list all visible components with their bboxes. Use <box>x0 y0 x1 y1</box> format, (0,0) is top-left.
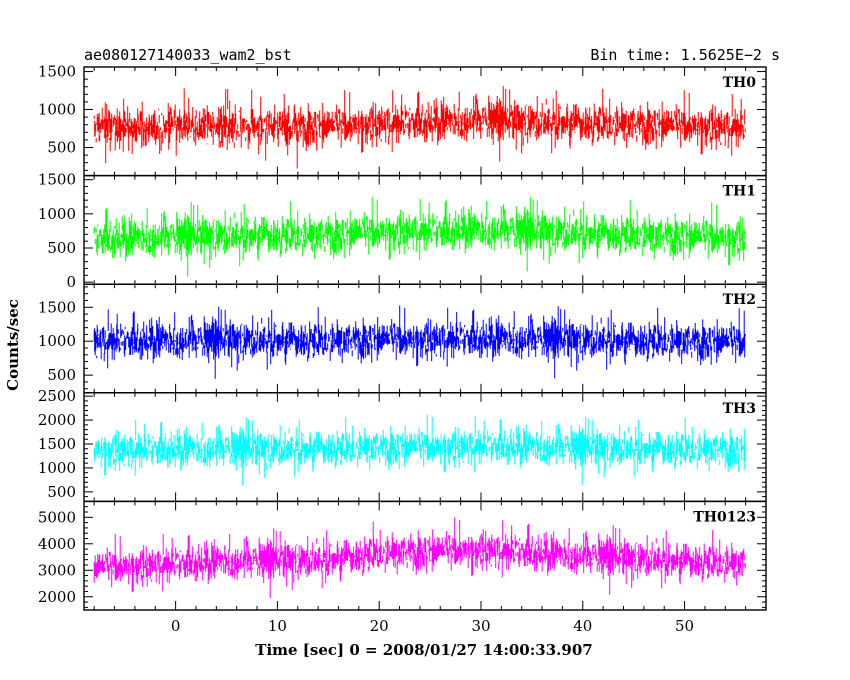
y-tick-label: 1500 <box>38 171 76 189</box>
x-tick-label: 20 <box>370 617 389 635</box>
y-tick-label: 500 <box>47 239 76 257</box>
x-axis-title: Time [sec] 0 = 2008/01/27 14:00:33.907 <box>255 641 592 659</box>
y-tick-label: 500 <box>47 139 76 157</box>
panel-frame <box>83 500 767 611</box>
panel-th0123: 2000 3000 4000 5000 TH0123 <box>38 500 767 611</box>
chart-title: ae080127140033_wam2_bst <box>84 46 292 64</box>
series-th2 <box>93 305 746 379</box>
series-th0 <box>93 86 746 169</box>
x-tick-label: 40 <box>573 617 592 635</box>
y-tick-label: 0 <box>66 273 76 291</box>
panel-label-th1: TH1 <box>723 184 756 200</box>
panel-th3: 500 1000 1500 2000 2500 TH3 <box>38 387 767 503</box>
panel-label-th0123: TH0123 <box>693 509 756 525</box>
y-tick-label: 1000 <box>38 459 76 477</box>
y-tick-label: 1000 <box>38 205 76 223</box>
x-tick-label: 50 <box>675 617 694 635</box>
bin-time-label: Bin time: 1.5625E−2 s <box>590 46 780 64</box>
y-tick-label: 3000 <box>38 561 76 579</box>
panel-label-th2: TH2 <box>723 292 756 308</box>
x-tick-label: 10 <box>268 617 287 635</box>
y-tick-label: 1500 <box>38 435 76 453</box>
panel-label-th3: TH3 <box>723 401 756 417</box>
y-axis-title: Counts/sec <box>4 299 22 391</box>
y-tick-label: 1000 <box>38 101 76 119</box>
x-tick-label: 30 <box>471 617 490 635</box>
panel-th2: 500 1000 1500 TH2 <box>38 283 767 394</box>
panels-group: 50010001500TH0050010001500TH150010001500… <box>38 63 767 635</box>
panel-th1: 0 500 1000 1500 TH1 <box>38 171 767 291</box>
y-tick-label: 5000 <box>38 508 76 526</box>
series-th1 <box>93 196 746 277</box>
panel-label-th0: TH0 <box>723 75 757 91</box>
x-tick-label: 0 <box>171 617 181 635</box>
y-tick-label: 2500 <box>38 387 76 405</box>
y-tick-label: 500 <box>47 483 76 501</box>
y-tick-label: 1500 <box>38 298 76 316</box>
y-tick-label: 1000 <box>38 332 76 350</box>
panel-th0: 500 1000 1500 TH0 <box>38 63 767 177</box>
y-tick-label: 500 <box>47 366 76 384</box>
series-th3 <box>93 414 746 486</box>
y-tick-label: 2000 <box>38 411 76 429</box>
series-th0123 <box>93 517 746 599</box>
y-tick-label: 1500 <box>38 63 76 81</box>
y-tick-label: 2000 <box>38 588 76 606</box>
y-tick-label: 4000 <box>38 535 76 553</box>
